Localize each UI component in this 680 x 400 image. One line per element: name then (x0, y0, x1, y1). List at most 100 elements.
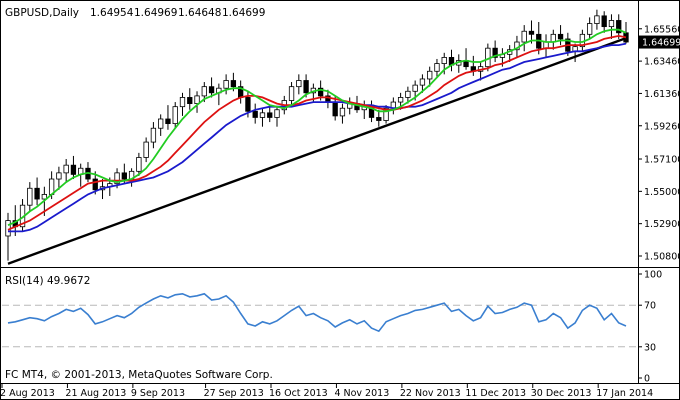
candle (179, 92, 186, 116)
candle-body (608, 20, 615, 28)
candle-body (172, 106, 178, 125)
candle-body (165, 118, 171, 125)
main-panel-background (0, 0, 638, 266)
candle-body (557, 33, 564, 40)
candle (274, 106, 280, 127)
candle (557, 25, 564, 46)
candle-body (376, 117, 382, 121)
rsi-y-tick-label: 70 (644, 301, 656, 312)
ohlc-value-2: 1.64648 (178, 7, 221, 19)
candle (143, 137, 149, 163)
candle-body (274, 109, 280, 118)
candle-body (492, 47, 498, 58)
candle (339, 103, 346, 124)
rsi-line (7, 292, 627, 333)
candle-body (317, 87, 324, 97)
ohlc-value-3: 1.64699 (222, 7, 265, 19)
candle (187, 88, 193, 110)
rsi-panel (2, 292, 638, 348)
rsi-y-tick-label: 100 (644, 270, 662, 281)
x-tick-label: 11 Dec 2013 (465, 388, 526, 399)
current-price-tag (639, 35, 680, 49)
candle (27, 182, 33, 212)
candle-body (208, 86, 215, 94)
y-tick-label: 1.59260 (644, 121, 680, 132)
candle-body (121, 172, 127, 180)
candle-body (434, 63, 440, 72)
x-tick-label: 21 Aug 2013 (65, 388, 126, 399)
candle (150, 122, 157, 149)
candle (136, 152, 142, 176)
candle-body (303, 80, 309, 94)
y-tick-label: 1.63460 (644, 57, 680, 68)
candle-body (143, 141, 149, 158)
candle (267, 105, 273, 123)
candle-body (332, 101, 338, 117)
candle (70, 155, 77, 180)
candle (405, 86, 411, 104)
candle-body (252, 110, 258, 118)
candle (194, 91, 200, 113)
candle (383, 105, 389, 124)
candle-body (412, 84, 418, 92)
ohlc-value-1: 1.64969 (134, 7, 177, 19)
price-panel (5, 9, 629, 265)
candle (165, 105, 171, 130)
y-tick-label: 1.61360 (644, 89, 680, 100)
candle-body (288, 86, 295, 101)
candle (56, 166, 62, 190)
sma-green-line (7, 28, 627, 227)
candle-body (441, 57, 447, 64)
candle-body (187, 97, 193, 104)
candle-body (245, 97, 251, 112)
candle-body (521, 30, 527, 43)
candle-body (230, 80, 237, 88)
ohlc-header: 1.64954 1.64969 1.64648 1.64699 (90, 7, 265, 19)
y-tick-label: 1.50800 (644, 251, 680, 262)
candle-body (397, 97, 404, 103)
candle (601, 11, 607, 33)
trendline (7, 37, 627, 265)
y-tick-label: 1.52900 (644, 219, 680, 230)
candle-body (194, 95, 200, 104)
candle (492, 40, 498, 63)
rsi-panel-background (0, 268, 638, 383)
x-tick-label: 22 Nov 2013 (400, 388, 461, 399)
x-tick-label: 30 Dec 2013 (531, 388, 592, 399)
candle-body (201, 86, 207, 97)
candle-body (339, 107, 346, 117)
candle-body (223, 80, 229, 89)
candle-body (383, 107, 389, 121)
candle-body (70, 164, 77, 175)
candle (158, 114, 164, 136)
candle-body (158, 118, 164, 129)
candle (616, 14, 622, 39)
candle-body (136, 157, 142, 172)
current-price-label: 1.64699 (642, 38, 680, 49)
candle (172, 102, 178, 129)
candle-body (150, 127, 157, 143)
candle (296, 74, 302, 95)
candle (208, 77, 215, 98)
candle-body (259, 112, 266, 118)
candle-body (179, 97, 186, 108)
copyright-text: FC MT4, © 2001-2013, MetaQuotes Software… (5, 369, 273, 381)
candle (259, 108, 266, 127)
candle (427, 66, 433, 87)
candle (34, 177, 40, 206)
candle-body (601, 15, 607, 28)
x-tick-label: 16 Oct 2013 (269, 388, 328, 399)
candle (608, 14, 615, 39)
main-chart-title: GBPUSD,Daily (5, 7, 79, 19)
candle-body (267, 112, 273, 118)
x-tick-label: 4 Nov 2013 (334, 388, 389, 399)
x-tick-label: 2 Aug 2013 (0, 388, 55, 399)
sma-blue-line (8, 42, 627, 233)
candle (521, 25, 527, 52)
ohlc-value-0: 1.64954 (90, 7, 134, 19)
candle (252, 103, 258, 124)
candle (434, 58, 440, 78)
candle-body (92, 178, 98, 191)
rsi-y-tick-label: 0 (644, 374, 650, 385)
